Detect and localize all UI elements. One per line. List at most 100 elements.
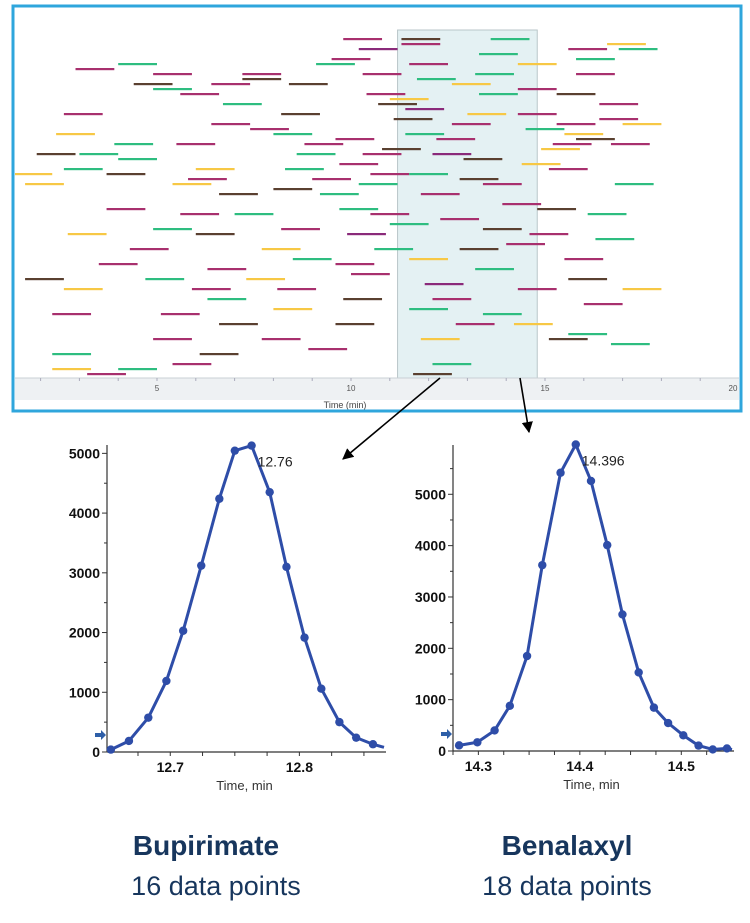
data-point	[247, 441, 256, 450]
mrm-window-bar	[292, 258, 332, 261]
mrm-window-bar	[56, 133, 95, 136]
data-point	[556, 468, 565, 477]
mrm-window-bar	[335, 138, 375, 141]
data-point	[335, 717, 344, 727]
mrm-window-bar	[180, 213, 220, 216]
mrm-window-bar	[389, 223, 429, 226]
mrm-window-bar	[67, 233, 107, 236]
data-point	[368, 740, 378, 749]
mrm-window-bar	[409, 258, 448, 261]
data-point	[124, 736, 134, 746]
y-tick-label: 4000	[415, 538, 446, 554]
mrm-window-bar	[618, 48, 658, 51]
time-axis-tick-label: 5	[155, 384, 160, 393]
mrm-window-bar	[506, 243, 545, 246]
mrm-window-bar	[207, 298, 247, 301]
mrm-window-bar	[36, 153, 76, 156]
mrm-window-bar	[211, 83, 251, 86]
benalaxyl-chromatogram: 0 1000 2000 3000 4000 5000 14.3 14.4 14.5 Time, m…	[415, 440, 734, 792]
mrm-window-bar	[614, 183, 654, 186]
mrm-window-bar	[273, 308, 313, 311]
y-tick-label: 1000	[415, 692, 446, 708]
mrm-window-bar	[622, 288, 662, 291]
mrm-window-bar	[319, 193, 359, 196]
mrm-window-bar	[451, 83, 491, 86]
mrm-window-bar	[599, 118, 639, 121]
mrm-window-bar	[52, 353, 92, 356]
x-tick-label: 12.7	[157, 759, 184, 775]
data-point	[473, 738, 482, 747]
mrm-window-bar	[525, 128, 565, 131]
mrm-window-bar	[242, 78, 282, 81]
mrm-window-bar	[145, 278, 185, 281]
data-point	[679, 731, 688, 740]
mrm-window-bar	[587, 213, 627, 216]
x-tick-label: 14.5	[668, 758, 695, 774]
mrm-window-bar	[475, 73, 514, 76]
panel-border	[11, 4, 743, 413]
mrm-windows	[15, 38, 662, 376]
mrm-window-bar	[312, 178, 351, 181]
mrm-window-bar	[576, 58, 615, 61]
mrm-window-bar	[401, 38, 441, 41]
y-tick-label: 5000	[69, 445, 100, 461]
mrm-window-bar	[548, 338, 588, 341]
bupirimate-caption: 16 data points	[131, 871, 301, 901]
mrm-window-bar	[568, 48, 608, 51]
mrm-window-bar	[273, 133, 313, 136]
mrm-window-bar	[568, 333, 608, 336]
data-point	[586, 476, 596, 486]
data-point	[230, 446, 240, 455]
mrm-window-bar	[234, 213, 274, 216]
mrm-window-bar	[413, 373, 452, 376]
data-point	[490, 726, 499, 735]
mrm-window-bar	[610, 343, 650, 346]
mrm-window-bar	[529, 233, 569, 236]
mrm-window-bar	[459, 178, 499, 181]
y-tick-label: 0	[438, 743, 446, 759]
mrm-window-bar	[432, 298, 472, 301]
data-point	[618, 610, 627, 619]
mrm-window-bar	[564, 133, 604, 136]
data-point	[603, 540, 612, 550]
mrm-window-bar	[114, 143, 154, 146]
mrm-window-bar	[521, 163, 561, 166]
x-tick-label: 12.8	[286, 759, 313, 775]
mrm-schedule-panel: 5 10 15 20 Time (min)	[11, 4, 743, 413]
mrm-window-bar	[339, 163, 379, 166]
mrm-window-bar	[517, 113, 557, 116]
mrm-window-bar	[490, 38, 530, 41]
mrm-window-bar	[459, 248, 499, 251]
data-point	[215, 494, 224, 503]
mrm-window-bar	[339, 208, 379, 211]
mrm-window-bar	[382, 148, 421, 151]
mrm-window-bar	[222, 103, 262, 106]
mrm-window-bar	[52, 313, 92, 316]
mrm-window-bar	[358, 183, 398, 186]
data-point	[300, 633, 309, 642]
mrm-window-bar	[273, 188, 313, 191]
mrm-window-bar	[370, 173, 410, 176]
baseline-marker-icon	[441, 729, 452, 739]
x-axis-label: Time, min	[216, 778, 273, 793]
mrm-window-bar	[409, 308, 448, 311]
mrm-window-bar	[405, 108, 445, 111]
arrow-to-benalaxyl	[519, 377, 533, 434]
mrm-window-bar	[374, 248, 414, 251]
data-point	[522, 651, 532, 661]
mrm-window-bar	[479, 53, 518, 56]
mrm-window-bar	[281, 113, 320, 116]
time-axis-tick-label: 10	[347, 384, 356, 393]
mrm-window-bar	[556, 123, 596, 126]
mrm-window-bar	[153, 228, 192, 231]
mrm-window-bar	[482, 228, 522, 231]
mrm-window-bar	[424, 283, 464, 286]
time-axis-tick-label: 20	[729, 384, 738, 393]
mrm-window-bar	[436, 138, 476, 141]
mrm-window-bar	[133, 83, 173, 86]
data-point	[162, 676, 171, 686]
data-point	[265, 487, 274, 497]
y-tick-label: 1000	[69, 684, 100, 700]
data-point	[144, 713, 153, 722]
data-point	[708, 745, 717, 754]
